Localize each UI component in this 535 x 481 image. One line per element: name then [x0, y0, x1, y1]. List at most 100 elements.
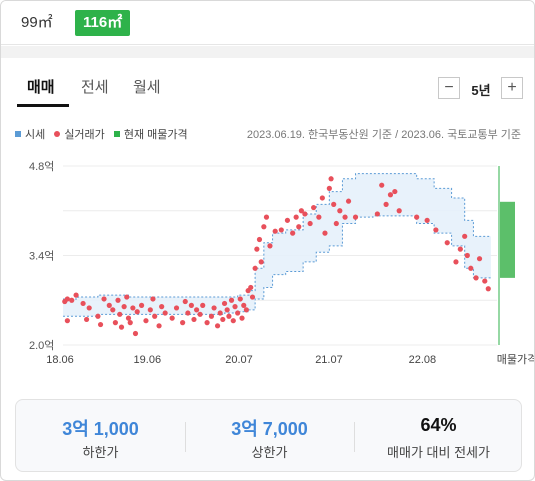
- deal-point: [414, 214, 420, 220]
- deal-point: [261, 224, 267, 230]
- deal-point: [284, 217, 291, 223]
- deal-point: [322, 230, 328, 236]
- deal-point: [152, 313, 158, 319]
- deal-point: [333, 220, 339, 227]
- deal-point: [374, 211, 380, 217]
- legend-market-swatch: [15, 131, 21, 137]
- deal-point: [73, 292, 79, 298]
- area-tab-116[interactable]: 116㎡: [75, 10, 131, 36]
- stat-upper-price: 3억 7,000 상한가: [185, 400, 354, 473]
- deal-point: [396, 208, 402, 214]
- deal-point: [232, 304, 238, 310]
- price-summary: 3억 1,000 하한가 3억 7,000 상한가 64% 매매가 대비 전세가: [15, 399, 522, 472]
- deal-point: [464, 252, 470, 259]
- deal-point: [169, 315, 175, 321]
- deal-point: [220, 316, 226, 323]
- legend-deal: 실거래가: [54, 126, 105, 142]
- deal-point: [101, 296, 107, 302]
- x-tick-label: 22.08: [409, 354, 437, 366]
- deal-point: [106, 302, 112, 308]
- deal-point: [433, 227, 439, 233]
- chart-legend: 시세 실거래가 현재 매물가격: [15, 126, 194, 142]
- stat-lower-price: 3억 1,000 하한가: [16, 400, 185, 473]
- y-tick-label: 4.8억: [29, 160, 54, 173]
- deal-point: [97, 321, 104, 328]
- area-tab-bar: 99㎡ 116㎡: [1, 1, 534, 45]
- deal-point: [468, 265, 474, 271]
- legend-listing-label: 현재 매물가격: [123, 129, 188, 141]
- deal-point: [200, 302, 206, 308]
- deal-point: [214, 323, 221, 329]
- deal-point: [392, 188, 398, 195]
- deal-point: [258, 259, 264, 265]
- deal-point: [444, 240, 450, 246]
- deal-point: [80, 300, 86, 307]
- listing-tick-label: 매물가격: [497, 353, 535, 366]
- deal-point: [191, 316, 197, 323]
- deal-point: [83, 316, 90, 323]
- period-decrease-button[interactable]: −: [438, 77, 460, 99]
- deal-point: [337, 208, 343, 214]
- listing-price-bar: [500, 201, 515, 278]
- market-band-area: [63, 173, 491, 317]
- deal-point: [237, 296, 243, 302]
- deal-type-tabs: 매매 전세 월세: [1, 58, 534, 108]
- deal-point: [162, 310, 168, 316]
- area-tab-99[interactable]: 99㎡: [21, 14, 53, 31]
- deal-point: [352, 214, 359, 220]
- deal-point: [221, 300, 228, 307]
- deal-point: [331, 201, 337, 207]
- deal-point: [110, 307, 116, 313]
- deal-point: [127, 320, 133, 326]
- deal-point: [316, 214, 322, 220]
- deal-point: [150, 296, 156, 302]
- active-tab-underline: [17, 104, 69, 107]
- deal-point: [147, 307, 153, 313]
- deal-point: [278, 227, 284, 233]
- tab-jeonse[interactable]: 전세: [81, 79, 109, 96]
- lower-price-label: 하한가: [82, 445, 119, 460]
- deal-point: [130, 305, 136, 311]
- period-value: 5년: [471, 83, 491, 98]
- x-tick-label: 20.07: [225, 354, 253, 366]
- deal-point: [138, 302, 145, 308]
- data-basis-note: 2023.06.19. 한국부동산원 기준 / 2023.06. 국토교통부 기…: [246, 129, 521, 141]
- y-tick-label: 2.0억: [29, 339, 54, 352]
- tab-sale[interactable]: 매매: [27, 79, 55, 96]
- summary-divider: [185, 422, 186, 452]
- legend-deal-swatch: [54, 131, 61, 137]
- deal-point: [180, 320, 186, 326]
- legend-listing: 현재 매물가격: [113, 126, 188, 142]
- deal-point: [115, 297, 121, 303]
- deal-point: [132, 330, 139, 337]
- tab-monthly-rent[interactable]: 월세: [133, 79, 161, 96]
- deal-point: [249, 294, 256, 300]
- deal-point: [293, 214, 299, 220]
- deal-point: [248, 284, 254, 291]
- deal-point: [302, 211, 308, 217]
- deal-point: [453, 259, 459, 265]
- x-tick-label: 21.07: [315, 354, 343, 366]
- deal-point: [134, 309, 140, 315]
- upper-price-label: 상한가: [251, 445, 288, 460]
- jeonse-ratio-label: 매매가 대비 전세가: [387, 445, 490, 460]
- deal-point: [226, 313, 232, 319]
- deal-point: [239, 315, 245, 321]
- deal-point: [64, 318, 70, 324]
- deal-point: [387, 192, 394, 198]
- deal-point: [125, 315, 132, 321]
- deal-point: [379, 182, 385, 188]
- deal-point: [159, 304, 165, 310]
- period-increase-button[interactable]: +: [501, 77, 523, 99]
- deal-point: [217, 310, 223, 316]
- deal-point: [326, 185, 332, 191]
- deal-point: [252, 265, 258, 271]
- deal-point: [230, 318, 236, 324]
- deal-point: [188, 302, 194, 308]
- deal-point: [319, 195, 325, 201]
- deal-point: [485, 286, 491, 292]
- deal-point: [290, 230, 296, 236]
- upper-price-value: 3억 7,000: [231, 419, 308, 439]
- deal-point: [156, 323, 162, 329]
